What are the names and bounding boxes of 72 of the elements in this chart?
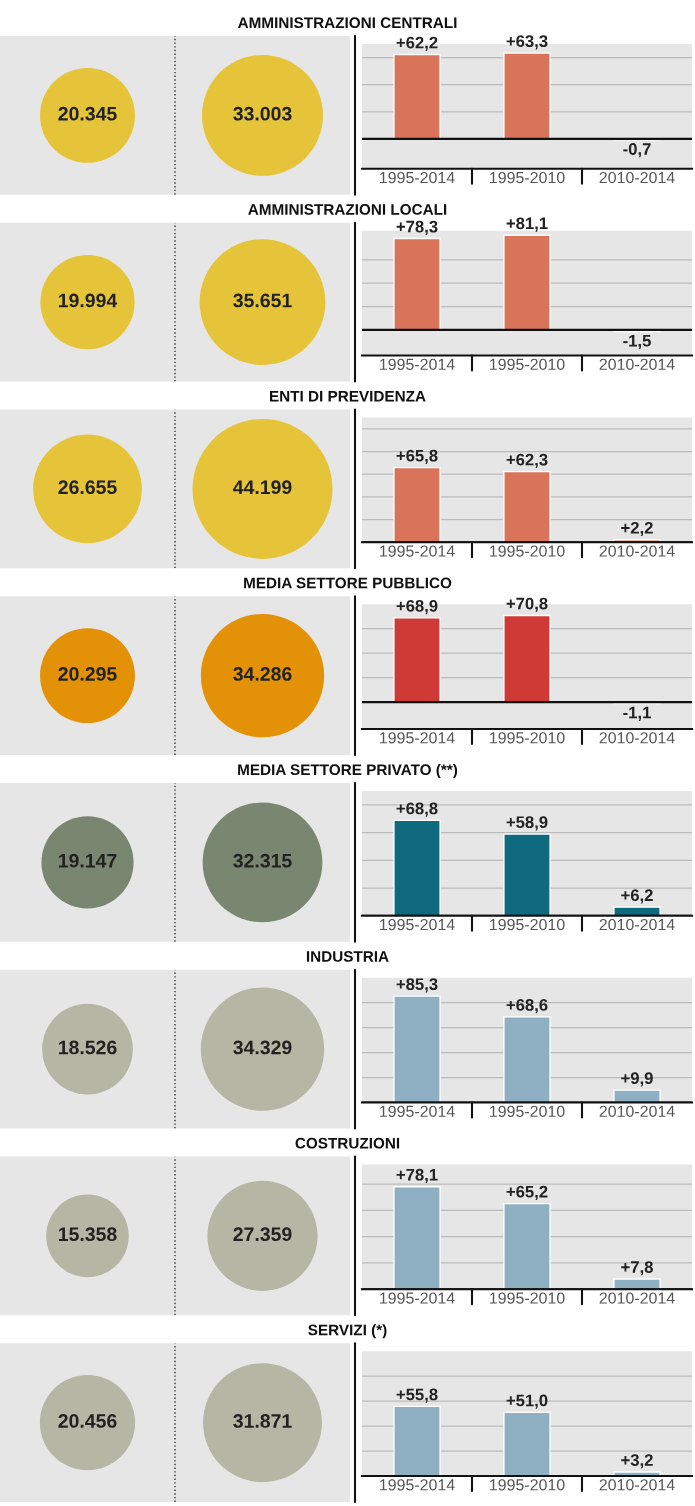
x-tick-label: 1995-2010 bbox=[490, 545, 565, 557]
data-label: 20.345 bbox=[58, 106, 117, 121]
x-tick-label: 1995-2014 bbox=[380, 1292, 455, 1304]
data-label: +70,8 bbox=[506, 597, 548, 612]
data-label: -1,1 bbox=[623, 706, 651, 721]
x-tick-label: 1995-2014 bbox=[380, 732, 455, 744]
data-label: +65,2 bbox=[506, 1185, 548, 1200]
data-label: +9,9 bbox=[621, 1072, 653, 1087]
data-label: 32.315 bbox=[233, 853, 292, 868]
data-label: +6,2 bbox=[621, 889, 653, 904]
data-label: +78,1 bbox=[396, 1168, 438, 1184]
data-label: -0,7 bbox=[623, 143, 651, 158]
x-tick-label: 1995-2010 bbox=[490, 1479, 565, 1491]
data-label: +2,2 bbox=[621, 521, 653, 537]
x-tick-label: 1995-2010 bbox=[490, 1105, 565, 1118]
data-label: 19.994 bbox=[58, 293, 118, 308]
data-label: 27.359 bbox=[233, 1227, 292, 1242]
data-label: 34.329 bbox=[233, 1040, 292, 1055]
text: ENTI DI PREVIDENZA bbox=[270, 390, 426, 402]
text: MEDIA SETTORE PUBBLICO bbox=[244, 577, 452, 589]
x-tick-label: 2010-2014 bbox=[599, 171, 675, 184]
x-tick-label: 1995-2010 bbox=[490, 918, 565, 931]
data-label: 18.526 bbox=[58, 1040, 117, 1055]
data-label: +78,3 bbox=[396, 220, 438, 235]
data-label: +51,0 bbox=[506, 1394, 548, 1409]
x-tick-label: 1995-2014 bbox=[380, 1105, 455, 1118]
data-label: 26.655 bbox=[58, 480, 117, 495]
text: COSTRUZIONI bbox=[295, 1137, 400, 1149]
data-label: +68,9 bbox=[396, 599, 438, 615]
x-tick-label: 2010-2014 bbox=[599, 732, 675, 744]
x-tick-label: 1995-2010 bbox=[490, 1292, 565, 1304]
text: SERVIZI (*) bbox=[308, 1324, 387, 1339]
data-label: 15.358 bbox=[58, 1227, 117, 1242]
data-label: +7,8 bbox=[621, 1261, 653, 1276]
x-tick-label: 1995-2010 bbox=[490, 358, 565, 371]
text: AMMINISTRAZIONI LOCALI bbox=[248, 204, 447, 215]
data-label: 20.295 bbox=[58, 667, 117, 681]
x-tick-label: 2010-2014 bbox=[599, 1479, 675, 1491]
data-label: 35.651 bbox=[233, 293, 292, 308]
x-tick-label: 1995-2014 bbox=[380, 545, 455, 557]
x-tick-label: 1995-2014 bbox=[380, 358, 455, 371]
x-tick-label: 1995-2014 bbox=[380, 171, 455, 184]
data-label: +62,2 bbox=[396, 36, 438, 51]
x-tick-label: 1995-2014 bbox=[380, 1479, 455, 1491]
x-tick-label: 2010-2014 bbox=[599, 1105, 675, 1118]
x-tick-label: 2010-2014 bbox=[599, 545, 675, 557]
data-label: 44.199 bbox=[233, 480, 292, 495]
text: INDUSTRIA bbox=[306, 951, 389, 962]
data-label: 33.003 bbox=[233, 106, 292, 121]
data-label: 31.871 bbox=[233, 1414, 292, 1428]
x-tick-label: 2010-2014 bbox=[599, 1292, 675, 1304]
data-label: +55,8 bbox=[396, 1388, 438, 1403]
data-label: 19.147 bbox=[58, 853, 117, 868]
x-tick-label: 2010-2014 bbox=[599, 358, 675, 371]
data-label: +85,3 bbox=[396, 978, 438, 993]
x-tick-label: 1995-2010 bbox=[490, 171, 565, 184]
x-tick-label: 2010-2014 bbox=[599, 918, 675, 931]
data-label: -1,5 bbox=[623, 334, 651, 350]
text: MEDIA SETTORE PRIVATO (**) bbox=[238, 763, 458, 779]
text: AMMINISTRAZIONI CENTRALI bbox=[237, 17, 457, 29]
data-label: +65,8 bbox=[396, 449, 438, 464]
data-label: +58,9 bbox=[506, 816, 548, 831]
data-label: 20.456 bbox=[58, 1414, 117, 1428]
data-label: +63,3 bbox=[506, 35, 548, 50]
data-label: 34.286 bbox=[233, 667, 292, 681]
data-label: +68,8 bbox=[396, 802, 438, 817]
data-label: +3,2 bbox=[621, 1454, 653, 1469]
data-label: +68,6 bbox=[506, 999, 548, 1014]
data-label: +62,3 bbox=[506, 453, 548, 468]
x-tick-label: 1995-2014 bbox=[380, 918, 455, 931]
data-label: +81,1 bbox=[506, 217, 548, 232]
x-tick-label: 1995-2010 bbox=[490, 732, 565, 744]
